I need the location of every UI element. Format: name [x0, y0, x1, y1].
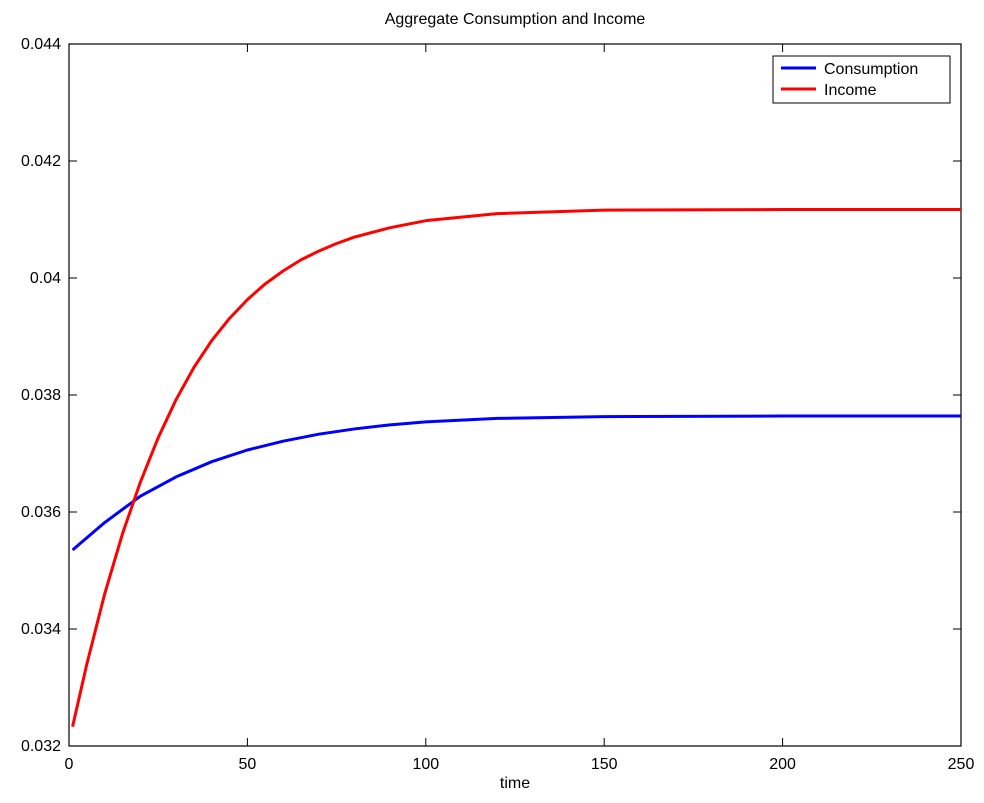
legend-label-income: Income — [824, 82, 877, 99]
y-tick-label: 0.034 — [21, 621, 61, 638]
y-tick-label: 0.044 — [21, 36, 61, 53]
x-tick-label: 200 — [769, 756, 796, 773]
x-tick-label: 250 — [948, 756, 975, 773]
x-axis-label: time — [500, 775, 530, 792]
ticks-layer: 0 50 100 150 200 250 0.032 0.034 0.036 0.038 0.04 0… — [21, 36, 974, 773]
chart-title: Aggregate Consumption and Income — [385, 11, 646, 28]
x-tick-label: 150 — [591, 756, 618, 773]
y-tick-label: 0.036 — [21, 504, 61, 521]
series-line-income — [71, 208, 961, 728]
series-layer — [71, 208, 961, 728]
x-tick-label: 50 — [239, 756, 257, 773]
x-tick-label: 100 — [412, 756, 439, 773]
legend: Consumption Income — [772, 55, 951, 104]
y-tick-label: 0.04 — [30, 270, 61, 287]
legend-label-consumption: Consumption — [824, 61, 918, 78]
series-line-consumption — [71, 414, 961, 552]
y-tick-label: 0.032 — [21, 738, 61, 755]
x-tick-label: 0 — [65, 756, 74, 773]
plot-frame — [68, 43, 962, 747]
y-tick-label: 0.042 — [21, 153, 61, 170]
legend-box — [772, 55, 951, 104]
y-tick-label: 0.038 — [21, 387, 61, 404]
